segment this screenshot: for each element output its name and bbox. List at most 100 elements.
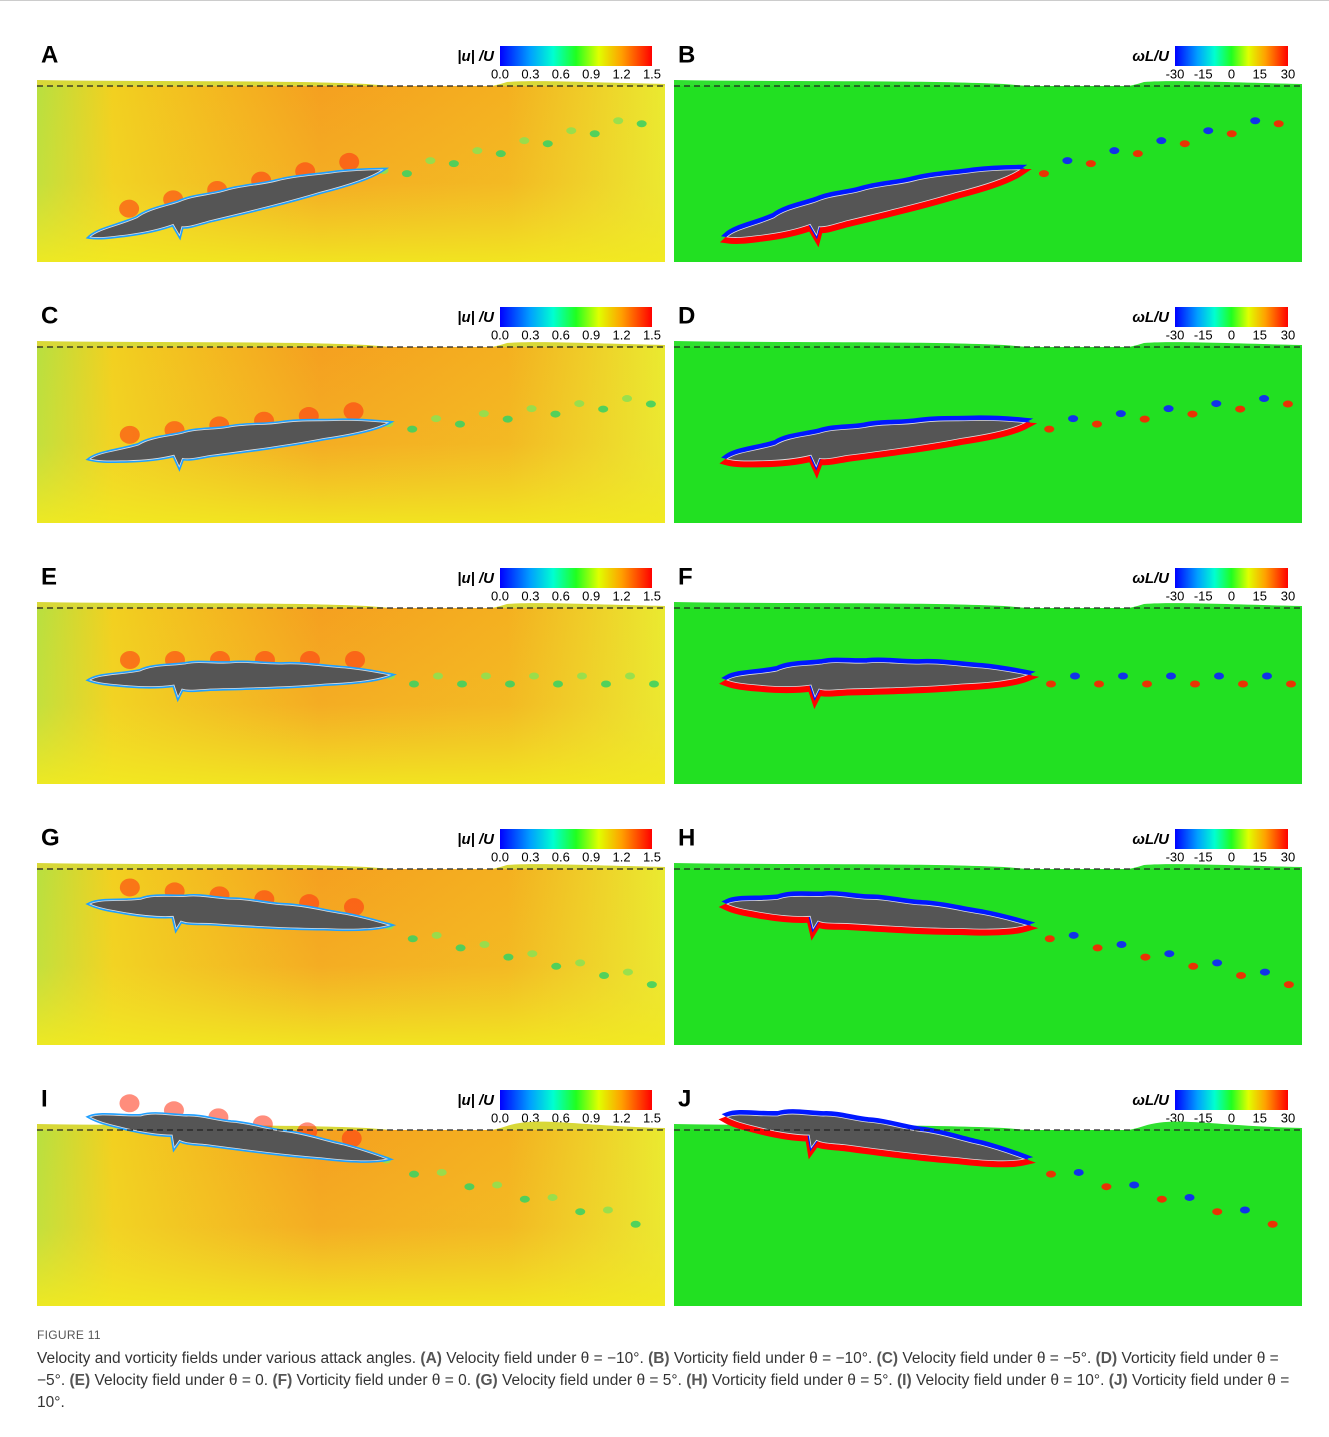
wake-vortex <box>436 1168 447 1176</box>
wake-vortex <box>519 137 530 145</box>
panel: E |u| /U0.0 0.3 0.6 0.9 1.2 1.5 <box>37 563 665 784</box>
caption-item-label: (H) <box>686 1372 708 1389</box>
caption-item-text: Vorticity field under θ = −5°. <box>37 1350 1279 1389</box>
colorbar-tick: 0.0 <box>491 1110 509 1125</box>
wake-vortex <box>1139 415 1150 423</box>
caption-item: (E) Velocity field under θ = 0. <box>70 1372 269 1389</box>
wake-vortex <box>1188 962 1199 970</box>
colorbar-tick: 0.9 <box>582 588 600 603</box>
free-surface <box>37 80 665 89</box>
wake-vortex <box>601 680 611 688</box>
colorbar-tick: 0.6 <box>552 849 570 864</box>
wake-vortex <box>472 147 483 155</box>
wake-vortex <box>1046 680 1056 688</box>
wake-vortex <box>505 680 515 688</box>
rule <box>0 0 1329 1</box>
pressure-spot <box>341 1129 362 1148</box>
wake-vortex <box>542 140 553 148</box>
colorbar-tick: 0.9 <box>582 849 600 864</box>
wake-vortex <box>455 944 466 952</box>
wake-vortex <box>1236 971 1247 979</box>
wake-vortex <box>479 941 490 949</box>
panel-letter: C <box>41 302 58 329</box>
body-shape <box>89 662 392 699</box>
colorbar-tick: -30 <box>1166 849 1185 864</box>
body-shape <box>89 420 390 468</box>
wake-vortex <box>1211 400 1222 408</box>
colorbar-tick: 30 <box>1281 1110 1295 1125</box>
colorbar-tick: 0.3 <box>521 588 539 603</box>
colorbar-tick: -15 <box>1194 849 1213 864</box>
caption-item: (J) Vorticity field under θ = 10°. <box>37 1372 1289 1411</box>
wake-vortex <box>613 117 624 125</box>
pressure-spot <box>343 898 364 917</box>
wake-vortex <box>1129 1181 1140 1189</box>
colorbar-tick: -30 <box>1166 327 1185 342</box>
wake-vortex <box>409 680 419 688</box>
wake-vortex <box>431 931 442 939</box>
free-surface <box>674 1121 1302 1133</box>
colorbar <box>500 1090 652 1110</box>
body-shape <box>726 662 1029 699</box>
panel-letter: A <box>41 41 58 68</box>
body-shape <box>89 1113 389 1162</box>
wake-vortex <box>1273 120 1284 128</box>
colorbar-tick: 15 <box>1253 588 1267 603</box>
wake-vortex <box>448 160 459 168</box>
caption-item: (H) Vorticity field under θ = 5°. <box>686 1372 893 1389</box>
wake-vortex <box>519 1195 530 1203</box>
wake-vortex <box>1214 672 1224 680</box>
colorbar-tick: 1.5 <box>643 1110 661 1125</box>
wake-vortex <box>1190 680 1200 688</box>
caption-item: (B) Vorticity field under θ = −10°. <box>648 1350 872 1367</box>
wake-vortex <box>1166 672 1176 680</box>
wake-vortex <box>1156 1195 1167 1203</box>
pressure-spot <box>339 152 360 171</box>
colorbar-label: |u| /U <box>457 309 495 326</box>
wake-vortex <box>401 170 412 178</box>
wake-vortex <box>1163 405 1174 413</box>
colorbar-label: ωL/U <box>1132 1092 1170 1109</box>
colorbar-tick: 0.0 <box>491 588 509 603</box>
figure: A |u| /U0.0 0.3 0.6 0.9 1.2 1.5B ωL/U-30 -15 0 15 3… <box>37 41 1302 1306</box>
wake-vortex <box>649 680 659 688</box>
colorbar-label: |u| /U <box>457 831 495 848</box>
colorbar-tick: 0.3 <box>521 66 539 81</box>
colorbar-tick: 0.6 <box>552 66 570 81</box>
caption-item: (D) Vorticity field under θ = −5°. <box>37 1350 1279 1389</box>
caption-item-label: (A) <box>420 1350 442 1367</box>
colorbar-tick: 15 <box>1253 327 1267 342</box>
colorbar-tick: 0.9 <box>582 1110 600 1125</box>
colorbar <box>500 307 652 327</box>
pressure-spot <box>345 651 365 669</box>
wake-vortex <box>407 935 418 943</box>
wake-vortex <box>1238 680 1248 688</box>
caption-intro: Velocity and vorticity fields under vari… <box>37 1350 417 1367</box>
colorbar-tick: 0.3 <box>521 1110 539 1125</box>
caption-item-text: Velocity field under θ = 5°. <box>502 1372 682 1389</box>
colorbar-tick: 30 <box>1281 588 1295 603</box>
panel-letter: H <box>678 824 695 851</box>
wake-vortex <box>602 1206 613 1214</box>
wake-vortex <box>1267 1220 1278 1228</box>
caption-item-label: (D) <box>1095 1350 1118 1367</box>
wake-vortex <box>431 415 442 423</box>
wake-vortex <box>589 130 600 138</box>
colorbar-tick: 30 <box>1281 327 1295 342</box>
colorbar-tick: -15 <box>1194 327 1213 342</box>
free-surface <box>37 863 665 872</box>
wake-vortex <box>1250 117 1261 125</box>
wake-vortex <box>1179 140 1190 148</box>
wake-vortex <box>1164 950 1175 958</box>
caption-item-label: (B) <box>648 1350 670 1367</box>
wake-vortex <box>478 410 489 418</box>
wake-vortex <box>1068 415 1079 423</box>
free-surface <box>37 602 665 611</box>
wake-vortex <box>1283 981 1294 989</box>
body <box>719 415 1038 479</box>
field-shade <box>37 608 665 784</box>
wake-vortex <box>526 405 537 413</box>
